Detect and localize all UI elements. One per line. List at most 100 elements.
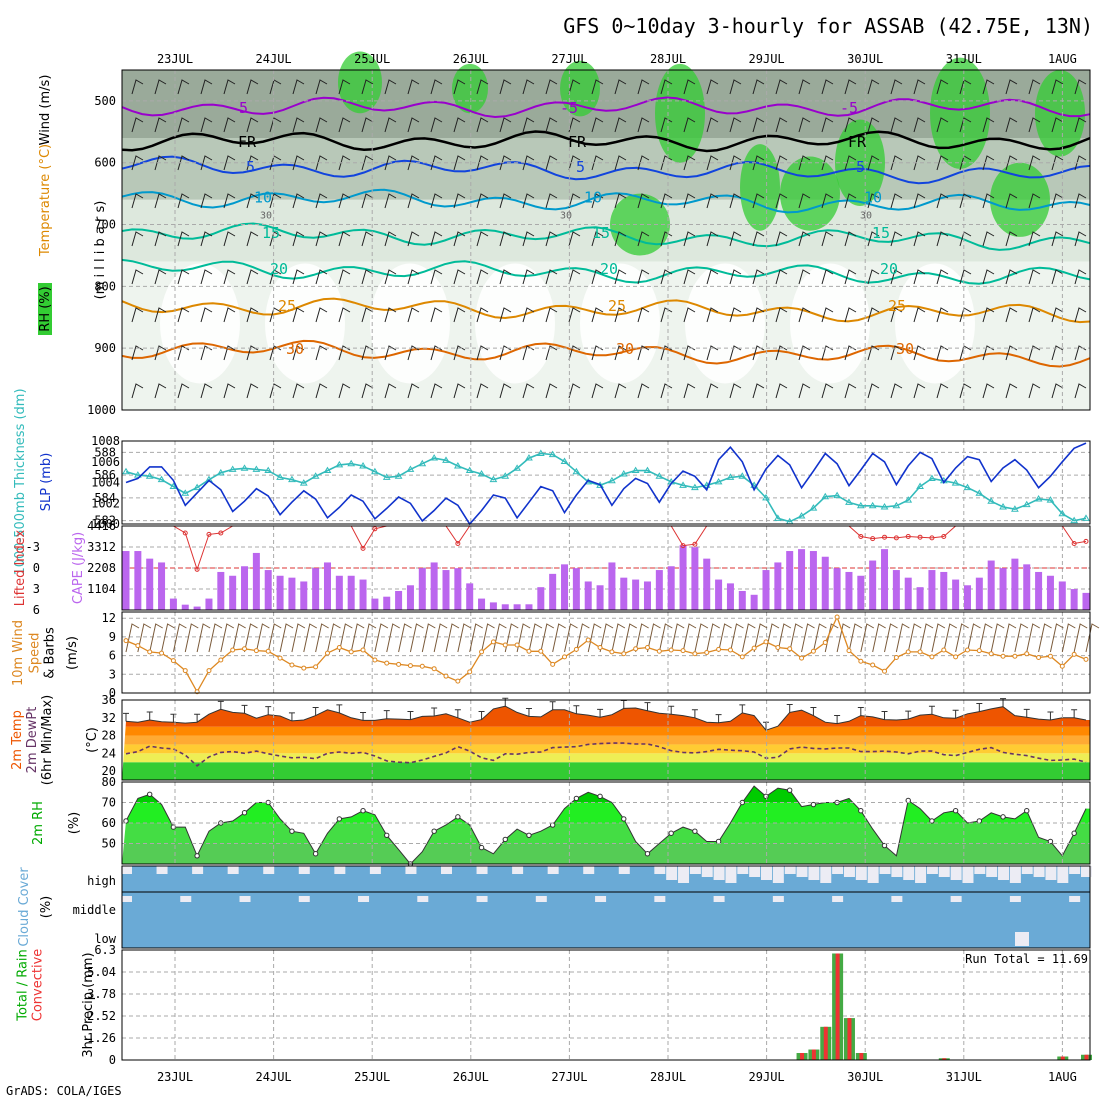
rh-point [621, 816, 627, 822]
rh2m-unit-label: (%) [67, 812, 82, 835]
wind-barb-10m [635, 623, 649, 653]
lifted-index-point [692, 541, 698, 547]
temp-minmax-bar [1047, 711, 1054, 720]
precip-conv-bar [942, 1058, 947, 1060]
wind-barb [867, 155, 880, 171]
wind-speed-point [644, 645, 650, 651]
rh-shade [265, 263, 345, 384]
wind-barb [568, 307, 581, 323]
wind-barb [384, 383, 397, 399]
wind-barb [154, 155, 167, 171]
cape-bar [809, 551, 817, 610]
lifted-index-point [893, 535, 899, 541]
rh-point [147, 791, 153, 797]
cape-bar [276, 575, 284, 610]
wind-barb [821, 117, 834, 133]
wind-barb [1028, 193, 1041, 209]
wind-barb [430, 231, 443, 247]
wind-barb [545, 383, 558, 399]
wind-barb-10m [1014, 623, 1029, 653]
cape-bar [987, 560, 995, 610]
wind-barb-10m [255, 623, 270, 653]
wind-barb [476, 155, 489, 171]
wind-barb-10m [1061, 623, 1076, 653]
axis-label: 2m DewPt [25, 707, 40, 774]
cape-bar [608, 562, 616, 610]
wind-barb [913, 117, 926, 133]
cloud-clear-middle [713, 896, 725, 902]
wind-barb [453, 383, 466, 399]
wind-barb [821, 231, 834, 247]
wind-speed-point [538, 648, 544, 654]
wind-barb [131, 307, 144, 323]
wind-speed-point [182, 668, 188, 674]
wind-speed-point [135, 643, 141, 649]
wind-speed-point [407, 663, 413, 669]
wind-barb [1051, 79, 1064, 95]
cloud-clear-high [227, 866, 239, 874]
wind-barb [223, 307, 236, 323]
wind-barb [522, 155, 535, 171]
wind-speed-point [372, 657, 378, 663]
date-label-bottom: 27JUL [551, 1070, 587, 1084]
wind-barb [384, 193, 397, 209]
wind-barb [315, 345, 328, 361]
wind-barb [982, 307, 995, 323]
wind-barb-10m [184, 623, 199, 653]
cloud-clear-high [666, 866, 678, 880]
wind-barb-10m [931, 623, 946, 653]
wind-barb [775, 193, 788, 209]
wind-barb-10m [575, 623, 590, 653]
wind-barb [1074, 117, 1087, 133]
axis-label: (°C) [85, 727, 100, 753]
cape-bar [406, 585, 414, 610]
wind-tick-label: 0 [109, 686, 116, 700]
cape-bar [655, 570, 663, 610]
wind-barb [660, 155, 673, 171]
thickness-point [228, 465, 237, 472]
cloud-clear-high [879, 866, 891, 874]
wind-speed-point [147, 649, 153, 655]
thickness-point [477, 470, 486, 477]
wind-barb [706, 117, 719, 133]
axis-label: (m/s) [65, 636, 80, 670]
contour-label: 25 [608, 297, 626, 315]
wind-speed-point [846, 648, 852, 654]
wind-speed-point [324, 650, 330, 656]
wind-barb-10m [955, 623, 969, 653]
cape-bar [904, 577, 912, 610]
temp-minmax-bar [597, 708, 604, 718]
cloud-clear-high [832, 866, 844, 874]
cape-bar [833, 568, 841, 610]
wind-barb [384, 307, 397, 323]
wind-barb [982, 231, 995, 247]
wind-barb [614, 117, 627, 133]
wind-barb [798, 193, 811, 209]
wind-barb [637, 345, 650, 361]
wind-barb [1051, 193, 1064, 209]
wind-barb [936, 155, 949, 171]
wind-barb-10m [907, 623, 922, 653]
cape-bar [146, 558, 154, 610]
wind-barb-10m [125, 623, 140, 653]
wind-barb-10m [682, 623, 697, 653]
wind-barb [1051, 231, 1064, 247]
cloud-clear-high [986, 866, 998, 877]
thickness-point [880, 502, 889, 510]
wind-barb [867, 193, 880, 209]
wind-barb [522, 117, 535, 133]
lifted-index-point [1083, 538, 1089, 544]
wind-barb-10m [552, 623, 566, 653]
wind-barb-10m [326, 623, 341, 653]
wind-barb [614, 383, 627, 399]
cloud-clear-high [737, 866, 749, 874]
cape-bar [418, 568, 426, 610]
wind-barb [453, 269, 466, 285]
thickness-point [762, 493, 770, 501]
precip-panel-frame [121, 949, 1091, 1061]
temperature-contour [121, 339, 1091, 368]
wind-barb [614, 193, 627, 209]
wind-barb-10m [386, 623, 400, 653]
rh-point [455, 814, 461, 820]
wind-barb [1005, 79, 1018, 95]
